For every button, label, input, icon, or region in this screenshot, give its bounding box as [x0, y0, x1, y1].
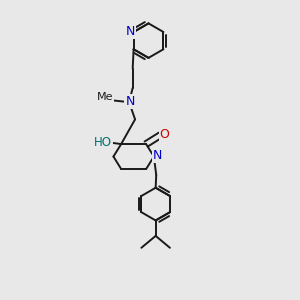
Text: N: N — [126, 25, 135, 38]
Text: N: N — [125, 95, 135, 108]
Text: N: N — [153, 149, 162, 162]
Text: HO: HO — [94, 136, 112, 149]
Text: Me: Me — [97, 92, 114, 102]
Text: O: O — [160, 128, 170, 141]
